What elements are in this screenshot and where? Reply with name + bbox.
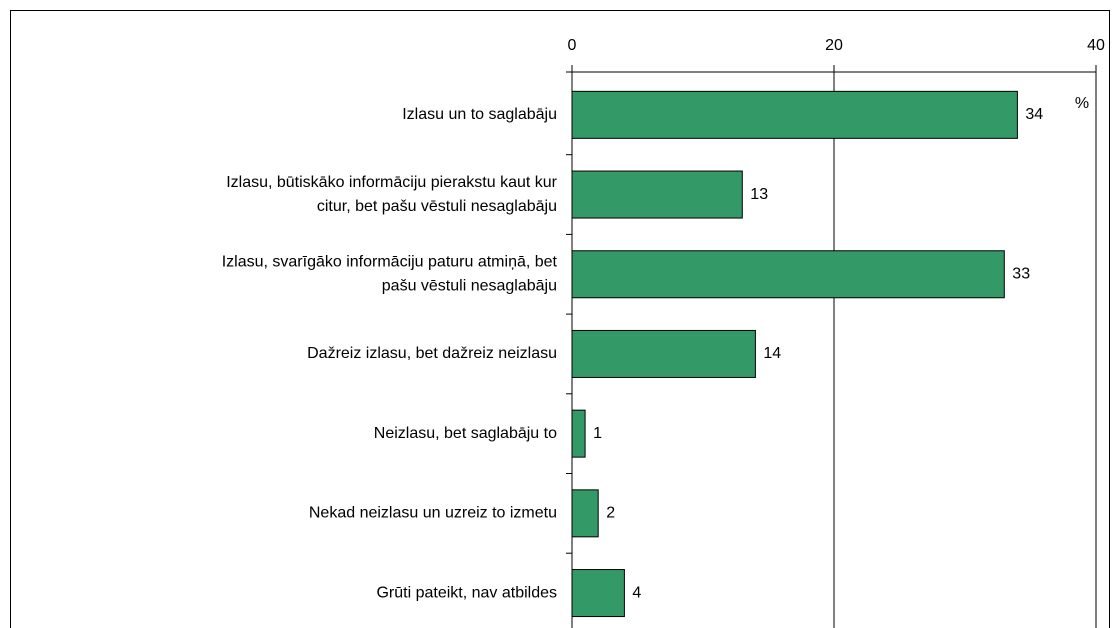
category-label: Nekad neizlasu un uzreiz to izmetu <box>309 505 557 522</box>
value-label: 34 <box>1025 106 1043 123</box>
category-label: Neizlasu, bet saglabāju to <box>374 425 557 442</box>
x-tick-label: 20 <box>825 37 843 54</box>
frame <box>10 10 1110 628</box>
value-label: 1 <box>593 425 602 442</box>
bar <box>571 409 586 458</box>
category-label: Izlasu, svarīgāko informāciju paturu atm… <box>222 253 558 270</box>
category-label: citur, bet pašu vēstuli nesaglabāju <box>317 198 557 215</box>
category-label: pašu vēstuli nesaglabāju <box>382 277 557 294</box>
unit-label: % <box>1075 95 1089 112</box>
bar <box>571 90 1018 139</box>
category-label: Dažreiz izlasu, bet dažreiz neizlasu <box>307 345 557 362</box>
bar <box>571 569 625 618</box>
value-label: 4 <box>632 584 641 601</box>
value-label: 2 <box>606 505 615 522</box>
bar <box>571 250 1005 299</box>
category-label: Izlasu un to saglabāju <box>402 106 557 123</box>
value-label: 13 <box>750 186 768 203</box>
bar <box>571 329 756 378</box>
x-tick-label: 40 <box>1087 37 1105 54</box>
bar <box>571 489 599 538</box>
category-label: Grūti pateikt, nav atbildes <box>376 584 557 601</box>
value-label: 33 <box>1012 265 1030 282</box>
value-label: 14 <box>763 345 781 362</box>
bar <box>571 170 743 219</box>
x-tick-label: 0 <box>568 37 577 54</box>
category-label: Izlasu, būtiskāko informāciju pierakstu … <box>226 174 557 191</box>
